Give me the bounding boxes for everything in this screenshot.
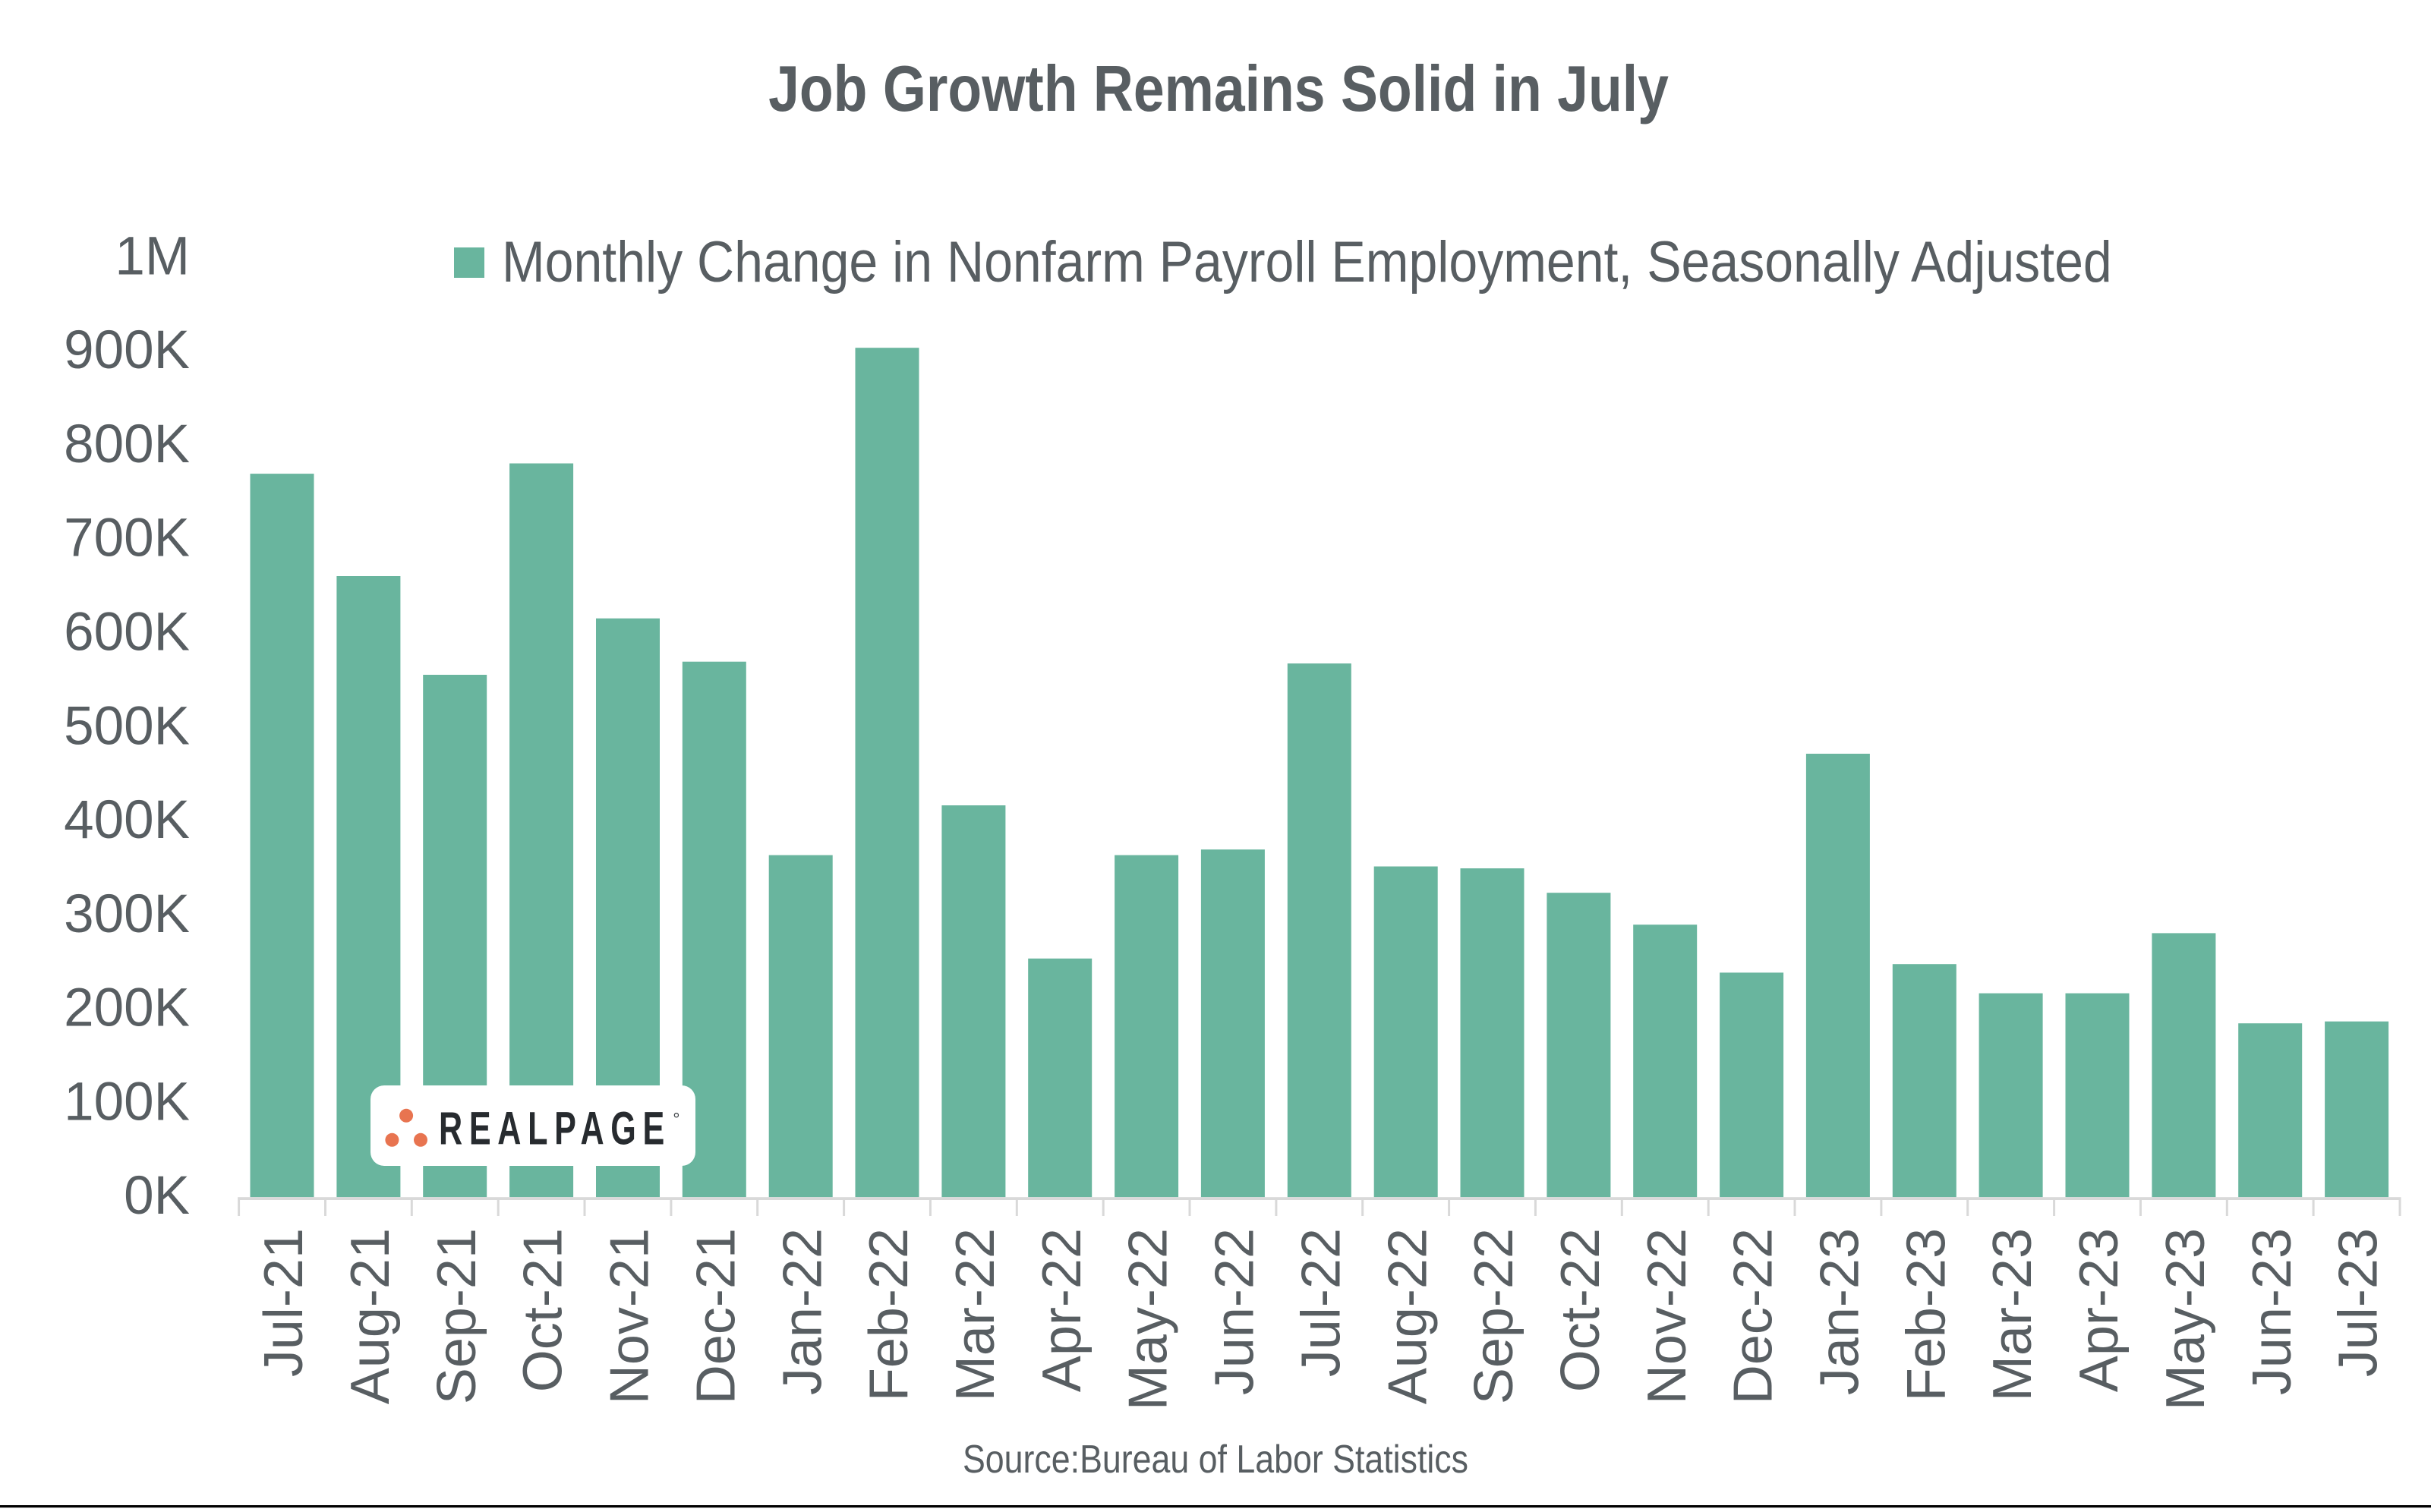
svg-text:100K: 100K [64, 1072, 190, 1132]
svg-text:Jun-22: Jun-22 [1205, 1228, 1266, 1395]
svg-text:May-22: May-22 [1118, 1228, 1179, 1410]
svg-text:Mar-23: Mar-23 [1982, 1228, 2043, 1401]
svg-text:Sep-21: Sep-21 [427, 1228, 487, 1404]
svg-text:Jun-23: Jun-23 [2242, 1228, 2303, 1395]
svg-text:Aug-22: Aug-22 [1377, 1228, 1438, 1404]
svg-text:Nov-21: Nov-21 [600, 1228, 661, 1404]
svg-text:600K: 600K [64, 603, 190, 663]
svg-text:Oct-22: Oct-22 [1550, 1228, 1611, 1392]
svg-text:Dec-22: Dec-22 [1723, 1228, 1784, 1404]
svg-text:0K: 0K [124, 1166, 190, 1226]
svg-text:Apr-22: Apr-22 [1032, 1228, 1093, 1392]
svg-text:200K: 200K [64, 978, 190, 1038]
svg-text:Jul-23: Jul-23 [2329, 1228, 2389, 1377]
svg-text:Monthly Change in Nonfarm Payr: Monthly Change in Nonfarm Payroll Employ… [502, 231, 2112, 295]
svg-text:Oct-21: Oct-21 [513, 1228, 574, 1392]
svg-text:400K: 400K [64, 790, 190, 850]
svg-text:Jan-22: Jan-22 [772, 1228, 833, 1395]
svg-text:REALPAGE: REALPAGE [439, 1104, 671, 1155]
svg-text:Aug-21: Aug-21 [340, 1228, 401, 1404]
svg-text:Jul-21: Jul-21 [254, 1228, 314, 1377]
svg-text:300K: 300K [64, 884, 190, 944]
svg-text:Job Growth Remains Solid in Ju: Job Growth Remains Solid in July [768, 52, 1669, 124]
svg-text:900K: 900K [64, 320, 190, 380]
svg-text:May-23: May-23 [2155, 1228, 2216, 1410]
svg-text:1M: 1M [115, 226, 190, 286]
svg-text:700K: 700K [64, 509, 190, 569]
svg-text:Nov-22: Nov-22 [1637, 1228, 1698, 1404]
svg-text:Source:Bureau of Labor Statist: Source:Bureau of Labor Statistics [963, 1438, 1468, 1482]
svg-text:Dec-21: Dec-21 [686, 1228, 746, 1404]
svg-text:Sep-22: Sep-22 [1464, 1228, 1524, 1404]
svg-text:Apr-23: Apr-23 [2069, 1228, 2130, 1392]
svg-text:Mar-22: Mar-22 [945, 1228, 1006, 1401]
svg-text:800K: 800K [64, 414, 190, 474]
svg-text:Jan-23: Jan-23 [1810, 1228, 1871, 1395]
svg-text:Jul-22: Jul-22 [1291, 1228, 1351, 1377]
svg-text:Feb-22: Feb-22 [859, 1228, 919, 1401]
svg-text:Feb-23: Feb-23 [1896, 1228, 1956, 1401]
svg-text:500K: 500K [64, 696, 190, 756]
